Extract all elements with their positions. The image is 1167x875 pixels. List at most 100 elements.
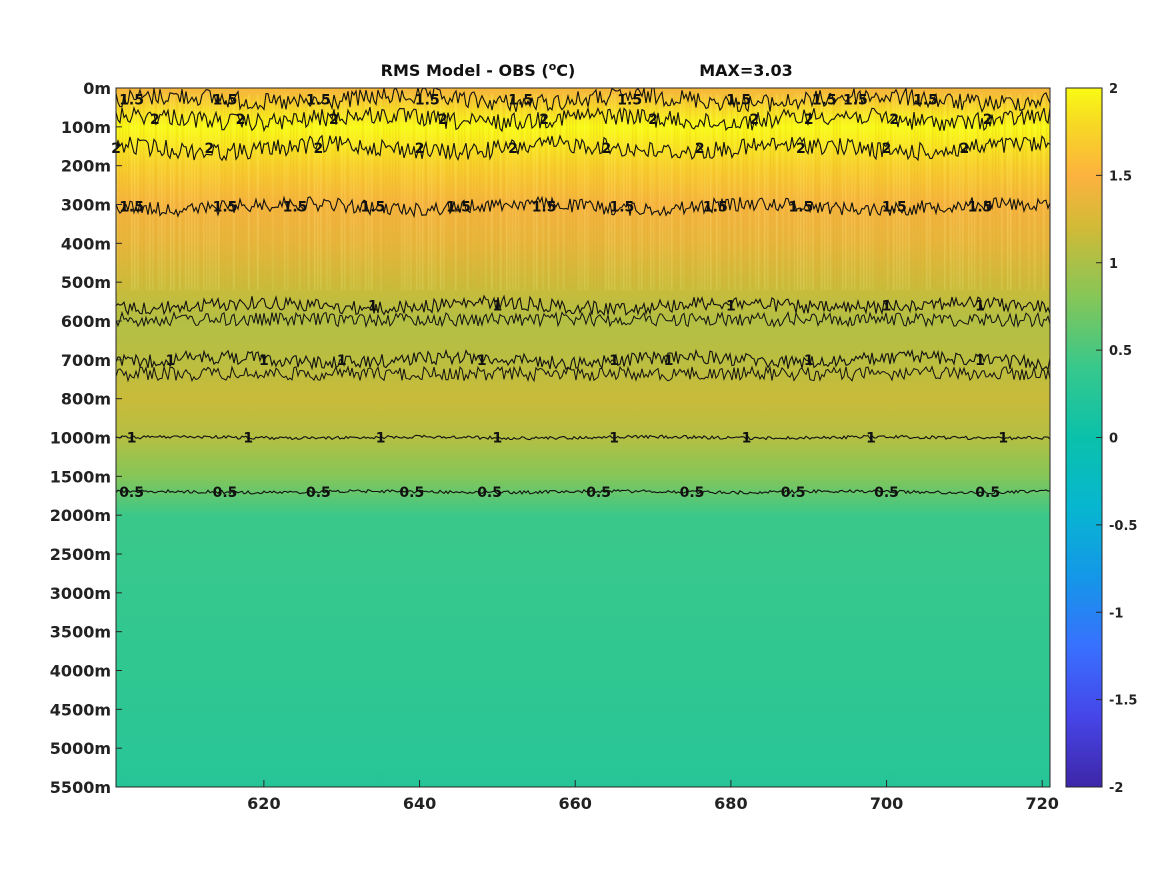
y-tick-label: 4000m [50, 662, 111, 681]
chart-title-max: MAX=3.03 [699, 61, 793, 80]
contour-label: 1.5 [283, 199, 308, 215]
contour-label: 2 [882, 141, 892, 157]
contour-label: 1 [477, 353, 487, 369]
contour-label: 1 [866, 431, 876, 447]
x-tick-label: 720 [1026, 794, 1059, 813]
contour-label: 1.5 [213, 93, 238, 109]
y-tick-label: 500m [61, 273, 111, 292]
contour-label: 1.5 [446, 199, 471, 215]
contour-label: 1.5 [119, 93, 144, 109]
colorbar-tick-label: -1.5 [1109, 694, 1137, 709]
contour-label: 2 [236, 112, 246, 128]
contour-label: 1 [493, 299, 503, 315]
y-tick-label: 700m [61, 351, 111, 370]
contour-label: 2 [205, 141, 215, 157]
contour-label: 1.5 [213, 199, 238, 215]
heatmap-streaks [116, 93, 1050, 290]
contour-label: 0.5 [586, 485, 611, 501]
contour-label: 0.5 [477, 485, 502, 501]
contour-label: 2 [648, 112, 658, 128]
y-tick-label: 300m [61, 196, 111, 215]
contour-label: 2 [539, 112, 549, 128]
contour-label: 2 [329, 112, 339, 128]
contour-label: 1 [259, 353, 269, 369]
contour-label: 0.5 [119, 485, 144, 501]
contour-label: 1 [664, 353, 674, 369]
y-tick-label: 1500m [50, 467, 111, 486]
contour-label: 0.5 [213, 485, 238, 501]
contour-label: 0.5 [399, 485, 424, 501]
contour-label: 1 [742, 431, 752, 447]
colorbar-tick-label: 0 [1109, 432, 1118, 447]
contour-labels: 1.5 1.5 1.5 1.5 1.5 1.5 1.5 1.5 1.5 1.52 2 2 2 2 2 2 2 2 2… [111, 93, 1008, 501]
colorbar-tick-label: 1 [1109, 257, 1118, 272]
y-tick-label: 3000m [50, 584, 111, 603]
contour-label: 1 [609, 353, 619, 369]
x-tick-label: 680 [714, 794, 747, 813]
x-tick-label: 620 [247, 794, 280, 813]
contour-label: 1 [368, 299, 378, 315]
contour-label: 1.5 [360, 199, 385, 215]
contour-label: 1.5 [508, 93, 533, 109]
contour-label: 2 [889, 112, 899, 128]
contour-label: 1.5 [788, 199, 813, 215]
contour-label: 2 [314, 141, 324, 157]
x-tick-label: 700 [870, 794, 903, 813]
contour-label: 1.5 [913, 93, 938, 109]
contour-label: 1.5 [812, 93, 837, 109]
contour-label: 1.5 [968, 199, 993, 215]
contour-label: 1 [998, 431, 1008, 447]
y-tick-label: 0m [83, 79, 111, 98]
contour-label: 2 [508, 141, 518, 157]
y-tick-label: 600m [61, 312, 111, 331]
colorbar-tick-label: 0.5 [1109, 344, 1132, 359]
contour-label: 2 [960, 141, 970, 157]
y-tick-label: 800m [61, 390, 111, 409]
x-tick-label: 660 [559, 794, 592, 813]
contour-label: 1 [804, 353, 814, 369]
y-tick-label: 1000m [50, 429, 111, 448]
chart-title-unit: C) [556, 61, 575, 80]
contour-label: 2 [602, 141, 612, 157]
y-tick-label: 3500m [50, 623, 111, 642]
contour-label: 1 [493, 431, 503, 447]
contour-label: 1.5 [609, 199, 634, 215]
contour-label: 2 [438, 112, 448, 128]
contour-label: 0.5 [680, 485, 705, 501]
y-tick-label: 5000m [50, 739, 111, 758]
contour-label: 1 [975, 299, 985, 315]
contour-label: 2 [983, 112, 993, 128]
colorbar-tick-label: -2 [1109, 781, 1123, 796]
contour-label: 1.5 [843, 93, 868, 109]
colorbar-tick-label: 1.5 [1109, 169, 1132, 184]
contour-label: 0.5 [306, 485, 331, 501]
y-tick-label: 2500m [50, 545, 111, 564]
y-tick-label: 100m [61, 118, 111, 137]
colorbar-ticks: 2 1.5 1 0.5 0 -0.5 -1 -1.5 -2 [1096, 82, 1137, 796]
contour-label: 1 [975, 353, 985, 369]
contour-label: 0.5 [781, 485, 806, 501]
y-tick-label: 2000m [50, 506, 111, 525]
plot-area: 1.5 1.5 1.5 1.5 1.5 1.5 1.5 1.5 1.5 1.52 2 2 2 2 2 2 2 2 2… [111, 87, 1051, 788]
x-axis: 620 640 660 680 700 720 [247, 780, 1059, 813]
x-tick-label: 640 [403, 794, 436, 813]
contour-label: 1 [243, 431, 253, 447]
contour-label: 1 [882, 299, 892, 315]
contour-label: 1.5 [726, 93, 751, 109]
chart-title: RMS Model - OBS (oC) [381, 60, 576, 80]
contour-label: 1.5 [415, 93, 440, 109]
colorbar: 2 1.5 1 0.5 0 -0.5 -1 -1.5 -2 [1065, 82, 1137, 796]
y-tick-label: 4500m [50, 700, 111, 719]
colorbar-tick-label: -0.5 [1109, 519, 1137, 534]
contour-label: 1 [166, 353, 176, 369]
contour-label: 2 [749, 112, 759, 128]
contour-label: 1 [337, 353, 347, 369]
contour-label: 1 [726, 299, 736, 315]
contour-label: 0.5 [874, 485, 899, 501]
contour-label: 1 [127, 431, 137, 447]
contour-label: 0.5 [975, 485, 1000, 501]
contour-label: 1.5 [532, 199, 557, 215]
y-tick-label: 200m [61, 157, 111, 176]
contour-lines [116, 88, 1050, 495]
